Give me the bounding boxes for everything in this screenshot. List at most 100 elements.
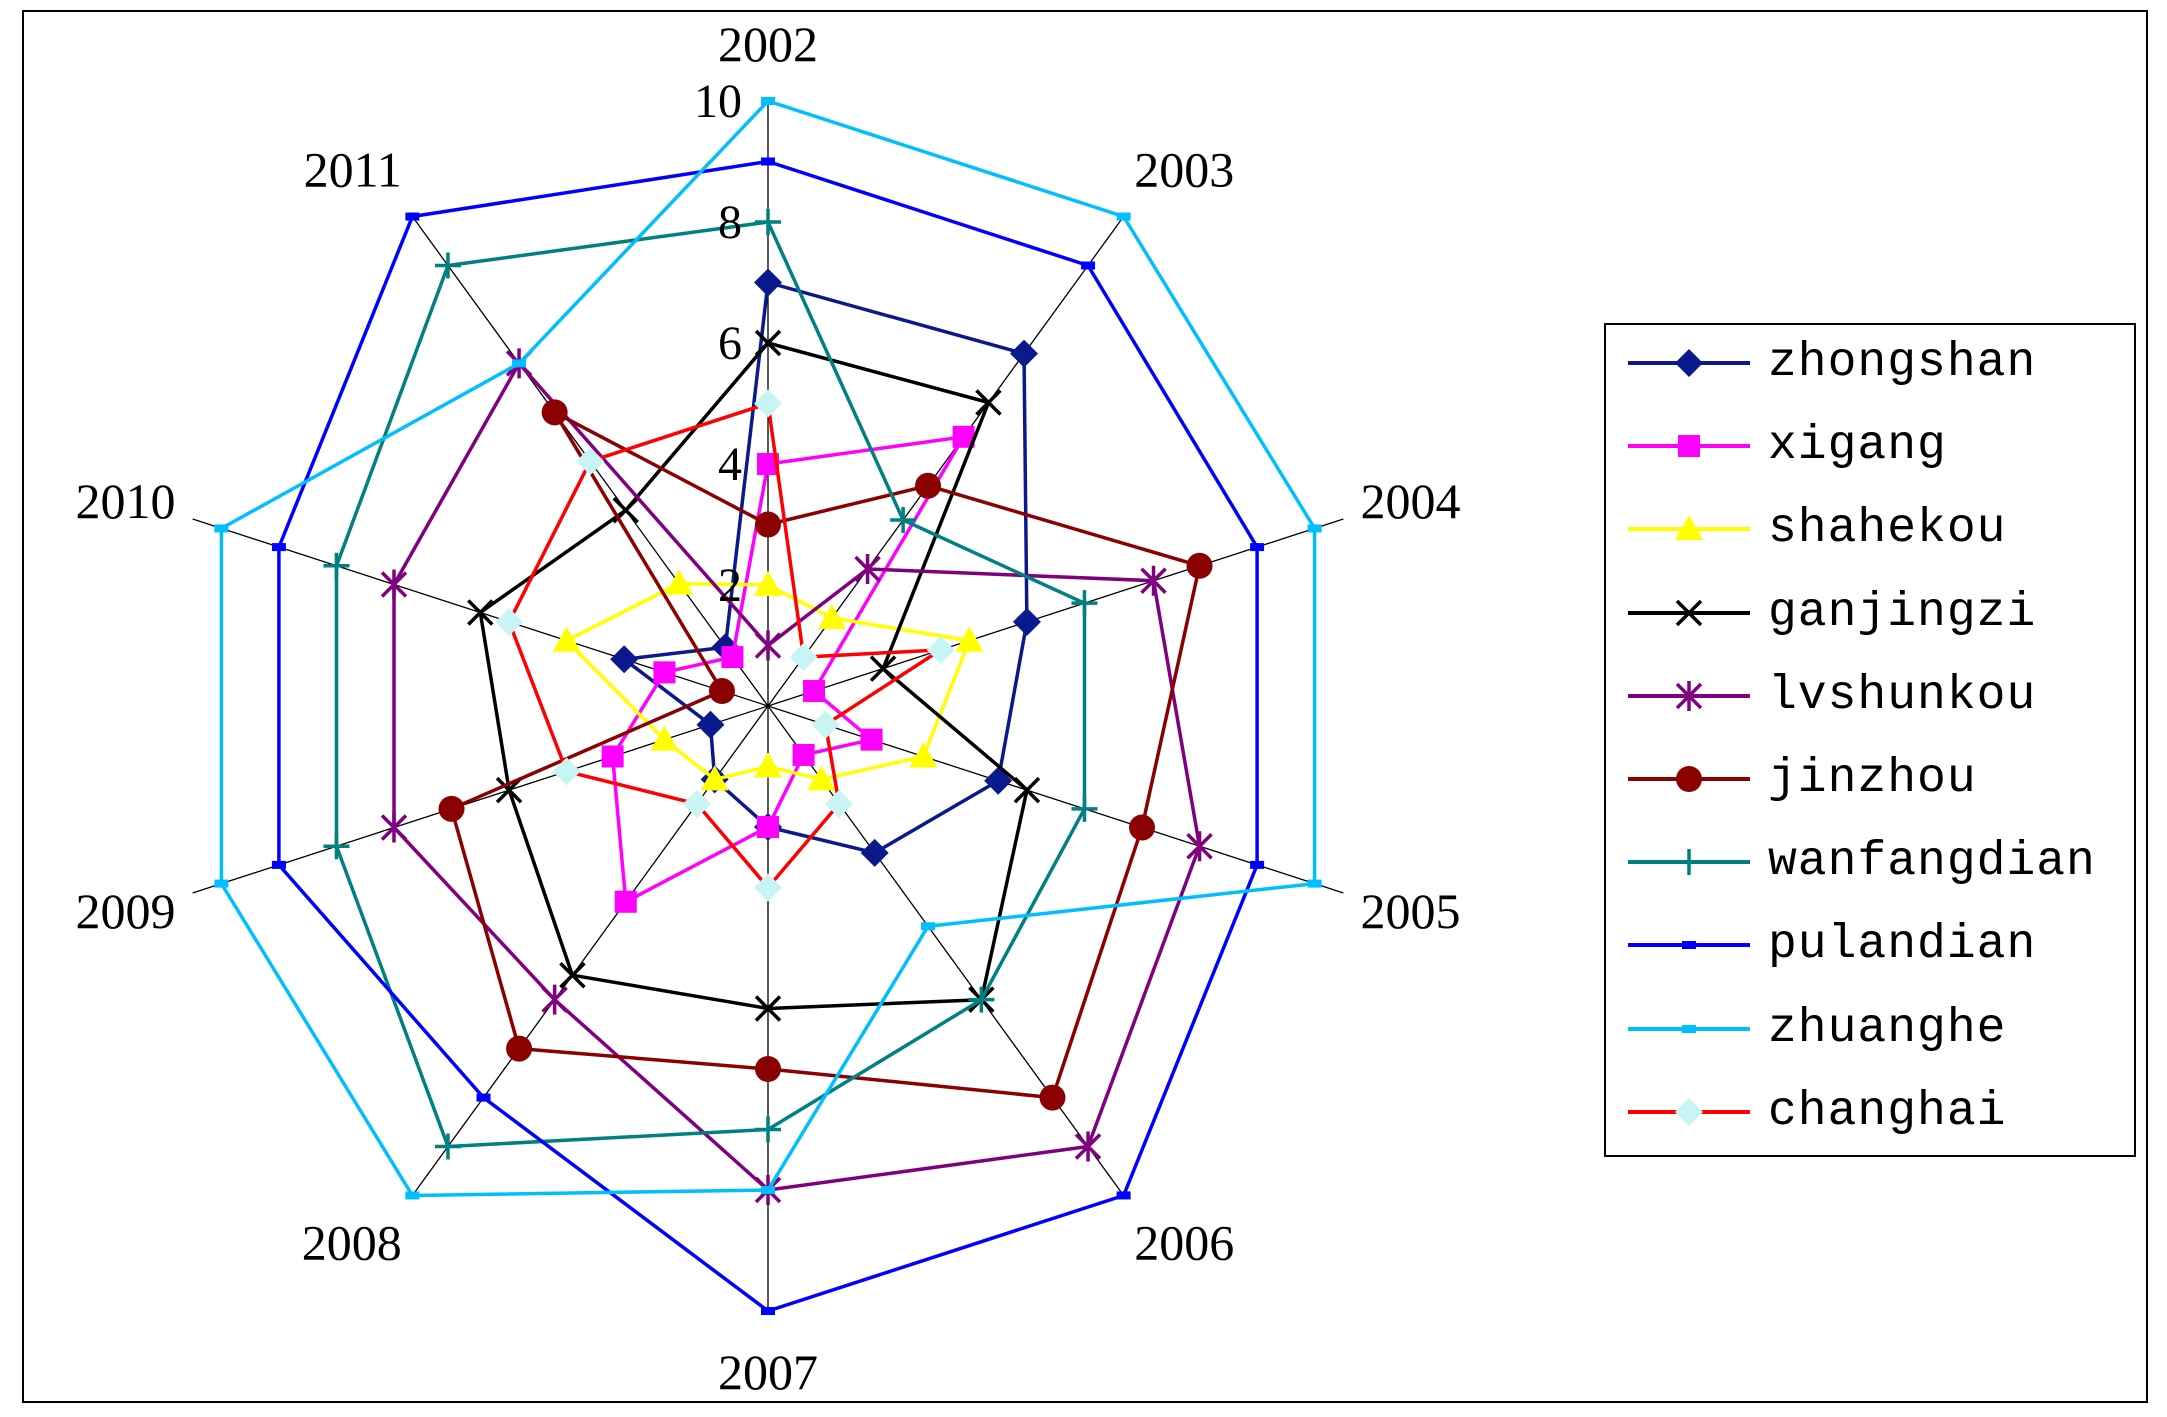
radial-tick-label: 4 [718,438,742,491]
series-ganjingzi [467,329,1041,1022]
legend-item: ganjingzi [1606,583,2134,643]
legend-item: shahekou [1606,499,2134,559]
data-point-marker [271,543,286,552]
data-point-marker [576,447,605,476]
data-point-marker [1012,607,1041,636]
data-point-marker [984,766,1013,795]
data-point-marker [650,725,679,751]
data-point-marker [754,873,782,902]
data-point-marker [757,453,779,475]
legend-swatch [1628,599,1750,626]
data-point-marker [1010,339,1039,368]
data-point-marker [1678,435,1700,458]
data-point-marker [476,1093,491,1102]
data-point-marker [761,157,775,166]
legend-label: jinzhou [1768,752,1977,806]
series-shahekou [552,569,984,791]
data-point-marker [559,961,586,989]
data-point-marker [405,1191,420,1200]
data-point-marker [761,97,775,105]
legend-label: lvshunkou [1768,668,2037,723]
legend-swatch [1628,766,1750,792]
data-point-marker [1013,776,1041,804]
radar-spoke [767,518,1344,707]
data-point-marker [700,765,729,791]
data-point-marker [495,607,524,636]
legend-swatch [1628,435,1750,458]
legend-item: zhongshan [1606,333,2134,393]
data-point-marker [552,757,581,786]
radar-spoke [192,705,769,894]
data-point-marker [214,879,229,888]
data-point-marker [807,765,836,791]
legend-label: zhuanghe [1768,1001,2007,1056]
category-label: 2009 [75,883,175,939]
data-point-marker [323,552,350,579]
legend-swatch [1628,680,1750,711]
data-point-marker [323,833,350,860]
data-point-marker [1675,515,1703,541]
data-point-marker [890,507,917,534]
category-label: 2002 [718,16,818,72]
legend-label: changhai [1768,1084,2007,1139]
data-point-marker [1116,212,1131,221]
legend-swatch [1628,1097,1750,1126]
data-point-marker [755,511,781,538]
data-point-marker [1682,941,1696,950]
data-point-marker [1081,261,1096,270]
legend-swatch [1628,941,1750,950]
data-point-marker [1682,1024,1696,1033]
series-line [478,341,1029,1011]
series-wanfangdian [323,209,1098,1160]
data-point-marker [754,752,782,778]
data-point-marker [1675,1097,1703,1126]
data-point-marker [818,603,847,629]
radar-spoke [767,216,1125,707]
data-point-marker [755,1116,781,1143]
data-point-marker [1140,565,1167,596]
data-point-marker [601,745,624,768]
data-point-marker [825,789,854,818]
data-point-marker [761,1186,775,1194]
data-point-marker [1129,814,1156,841]
legend-label: ganjingzi [1768,585,2037,640]
legend: zhongshan xigang shahekou ganjingzi lvshunko… [1604,323,2136,1157]
legend-item: pulandian [1606,915,2134,975]
data-point-marker [614,890,637,913]
legend-label: shahekou [1768,502,2007,557]
data-point-marker [926,635,955,664]
data-point-marker [754,389,782,418]
data-point-marker [1039,1084,1066,1111]
data-point-marker [1675,599,1703,626]
data-point-marker [552,626,581,652]
series-pulandian [271,157,1265,1315]
data-point-marker [754,268,782,297]
data-point-marker [761,1307,775,1315]
data-point-marker [955,626,984,652]
series-line [622,280,1029,855]
data-point-marker [1186,831,1213,862]
legend-label: xigang [1768,419,1947,474]
data-point-marker [380,569,408,600]
data-point-marker [811,710,840,739]
data-point-marker [754,630,782,661]
data-point-marker [854,553,881,584]
data-point-marker [380,812,408,843]
data-point-marker [1186,552,1213,579]
category-label: 2004 [1361,473,1461,529]
category-label: 2005 [1361,883,1461,939]
radial-tick-label: 2 [718,559,742,612]
data-point-marker [1675,349,1703,377]
category-label: 2010 [75,473,175,529]
data-point-marker [869,655,897,682]
category-label: 2003 [1134,142,1234,198]
data-point-marker [467,599,494,626]
legend-item: wanfangdian [1606,832,2134,892]
category-label: 2011 [304,142,402,198]
data-point-marker [506,1035,533,1062]
data-point-marker [803,680,826,703]
radar-series [214,97,1322,1315]
data-point-marker [610,645,639,674]
